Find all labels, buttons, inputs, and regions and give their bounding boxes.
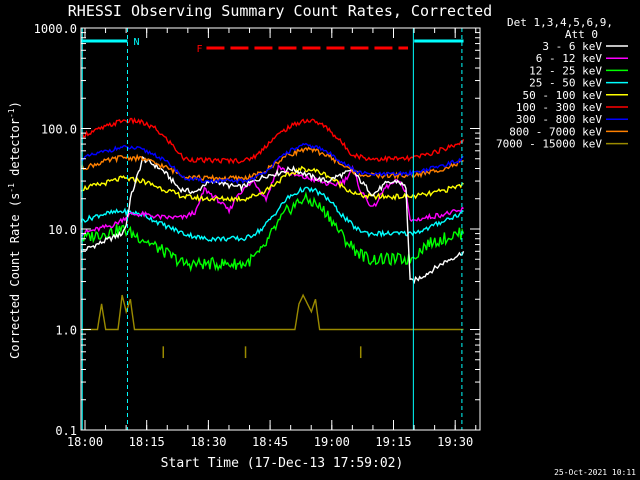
x-tick-label-5: 19:15	[375, 435, 411, 449]
legend-label-4: 50 - 100 keV	[523, 89, 603, 102]
legend-header-detectors: Det 1,3,4,5,6,9,	[507, 16, 613, 29]
legend-label-1: 6 - 12 keV	[536, 52, 603, 65]
series-line-1	[80, 164, 464, 237]
legend-label-3: 25 - 50 keV	[529, 77, 602, 90]
legend-label-8: 7000 - 15000 keV	[496, 138, 602, 151]
axes: 1000.0 100.0 10.0 1.0 0.118:00 18:15 18:30 18:4…	[34, 22, 481, 449]
x-tick-label-4: 19:00	[314, 435, 350, 449]
series-line-2	[80, 191, 465, 273]
x-tick-label-1: 18:15	[129, 435, 165, 449]
x-tick-label-0: 18:00	[67, 435, 103, 449]
y-axis-label: Corrected Count Rate (s-1 detector-1)	[7, 101, 22, 359]
footer-date: 25-Oct-2021 10:11	[554, 468, 636, 477]
plot-area: NF	[80, 28, 465, 430]
series-line-5	[80, 117, 465, 165]
flare-label: F	[196, 44, 202, 55]
y-tick-label-0: 1000.0	[34, 22, 77, 36]
chart-title: RHESSI Observing Summary Count Rates, Co…	[68, 2, 492, 20]
night-label: N	[133, 37, 139, 48]
y-tick-label-1: 100.0	[41, 123, 77, 137]
x-axis-label: Start Time (17-Dec-13 17:59:02)	[161, 456, 404, 471]
x-tick-label-2: 18:30	[190, 435, 226, 449]
plot-frame	[80, 27, 481, 431]
series-line-8	[81, 293, 464, 331]
y-tick-label-2: 10.0	[48, 223, 77, 237]
legend-label-0: 3 - 6 keV	[542, 40, 602, 53]
series-line-4	[80, 165, 464, 203]
legend-label-7: 800 - 7000 keV	[509, 125, 602, 138]
legend-label-2: 12 - 25 keV	[529, 64, 602, 77]
x-tick-label-3: 18:45	[252, 435, 288, 449]
y-tick-label-4: 0.1	[55, 424, 77, 438]
legend-label-5: 100 - 300 keV	[516, 101, 602, 114]
legend-header-attenuator: Att 0	[565, 28, 598, 41]
y-tick-label-3: 1.0	[55, 324, 77, 338]
series-line-blue	[80, 142, 464, 185]
legend-label-6: 300 - 800 keV	[516, 113, 602, 126]
x-tick-label-6: 19:30	[437, 435, 473, 449]
series-line-0	[80, 155, 465, 285]
